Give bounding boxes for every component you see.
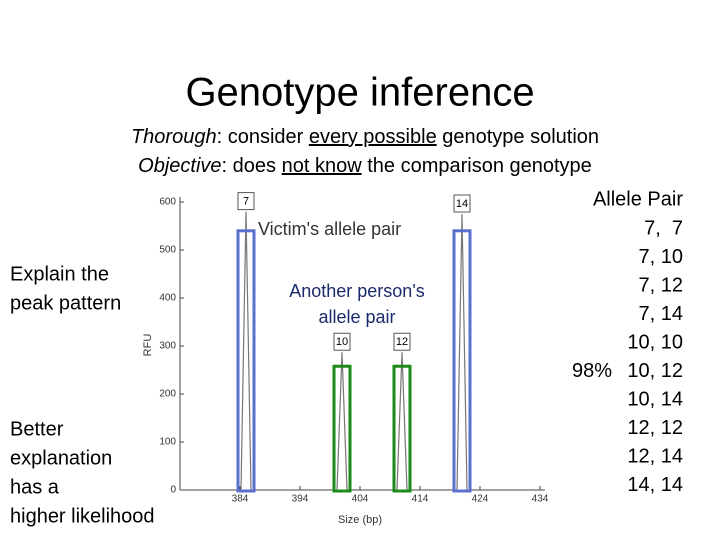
bullet-part: : consider xyxy=(217,126,309,148)
slide-title: Genotype inference xyxy=(185,71,534,115)
x-tick-label: 394 xyxy=(292,494,309,505)
bullet-part: the comparison genotype xyxy=(362,155,592,177)
bullet-part: Thorough xyxy=(131,126,217,148)
group-box xyxy=(332,364,352,493)
y-tick-label: 400 xyxy=(159,293,176,304)
peak xyxy=(336,352,348,491)
y-tick-label: 0 xyxy=(170,485,176,496)
allele-pair: 7, 10 xyxy=(639,246,683,268)
allele-pair: 7, 12 xyxy=(639,274,683,296)
annotation: Victim's allele pair xyxy=(258,219,401,239)
y-tick-label: 100 xyxy=(159,437,176,448)
y-tick-label: 600 xyxy=(159,197,176,208)
table-header: Allele Pair xyxy=(593,188,683,210)
annotation: Another person's xyxy=(289,281,425,301)
y-axis-label: RFU xyxy=(142,334,154,357)
annotation: allele pair xyxy=(318,307,395,327)
side-note: explanation xyxy=(10,447,112,469)
x-tick-label: 414 xyxy=(412,494,429,505)
allele-pair: 7, 14 xyxy=(639,303,683,325)
peak-label: 12 xyxy=(396,336,408,348)
allele-pair: 12, 12 xyxy=(627,417,683,439)
group-box xyxy=(452,229,472,493)
peak xyxy=(456,213,468,491)
y-tick-label: 500 xyxy=(159,245,176,256)
bullet-part: not know xyxy=(282,155,363,177)
peak-label: 7 xyxy=(243,196,249,208)
x-tick-label: 404 xyxy=(352,494,369,505)
peak-label: 10 xyxy=(336,336,348,348)
peak-label-box xyxy=(237,192,255,211)
bullet-part: Objective xyxy=(138,155,221,177)
peak-label: 14 xyxy=(456,198,468,210)
group-box xyxy=(236,229,256,493)
x-tick-label: 384 xyxy=(232,494,249,505)
bullet-part: every possible xyxy=(309,126,437,148)
x-axis-label: Size (bp) xyxy=(338,514,382,526)
allele-pair: 10, 12 xyxy=(627,360,683,382)
side-note: peak pattern xyxy=(10,292,121,314)
allele-pair: 7, 7 xyxy=(644,217,683,239)
side-note: higher likelihood xyxy=(10,505,155,527)
bullet-part: genotype solution xyxy=(437,126,599,148)
side-note: has a xyxy=(10,476,60,498)
group-box xyxy=(392,364,412,493)
bullet-part: : does xyxy=(222,155,282,177)
allele-pair: 14, 14 xyxy=(627,474,683,496)
highlight-label: 98% xyxy=(572,360,612,382)
bullet-line: Thorough: consider every possible genoty… xyxy=(131,126,599,148)
peak-label-box xyxy=(393,332,411,351)
side-note: Better xyxy=(10,418,64,440)
bullet-line: Objective: does not know the comparison … xyxy=(138,155,592,177)
peak xyxy=(240,211,252,491)
x-tick-label: 434 xyxy=(532,494,549,505)
y-tick-label: 300 xyxy=(159,341,176,352)
allele-pair: 10, 10 xyxy=(627,331,683,353)
peak-label-box xyxy=(333,332,351,351)
allele-pair: 10, 14 xyxy=(627,388,683,410)
allele-pair: 12, 14 xyxy=(627,445,683,467)
peak-label-box xyxy=(453,194,471,213)
peak xyxy=(396,352,408,491)
y-tick-label: 200 xyxy=(159,389,176,400)
x-tick-label: 424 xyxy=(472,494,489,505)
side-note: Explain the xyxy=(10,263,109,285)
